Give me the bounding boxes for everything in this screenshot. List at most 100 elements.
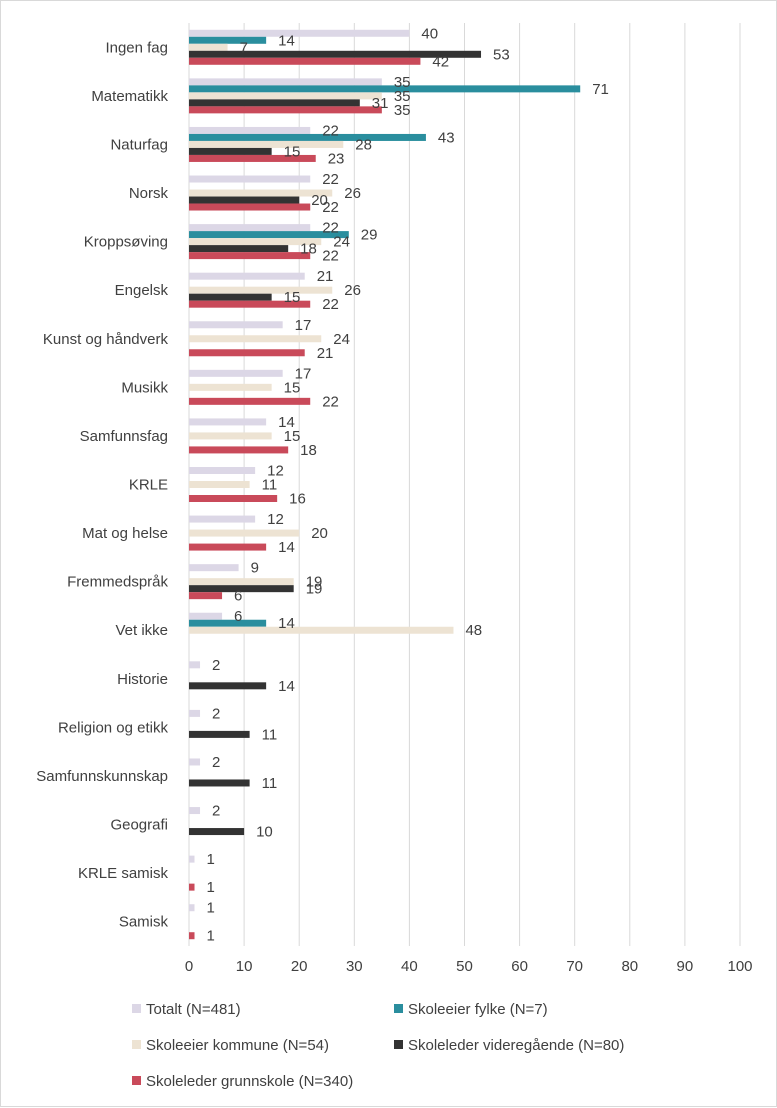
data-label: 35 — [394, 88, 411, 105]
category-label: Mat og helse — [82, 525, 168, 542]
data-label: 31 — [372, 95, 389, 112]
data-label: 35 — [394, 74, 411, 91]
bar — [189, 321, 283, 329]
bar — [189, 286, 333, 294]
category-label: Historie — [117, 671, 168, 688]
data-label: 2 — [212, 754, 220, 771]
category-label: Engelsk — [115, 282, 169, 299]
x-tick-100: 100 — [727, 958, 752, 975]
data-label: 14 — [278, 615, 295, 632]
legend-swatch — [394, 1004, 403, 1013]
data-label: 21 — [317, 268, 334, 285]
data-label: 9 — [251, 560, 259, 577]
x-tick-40: 40 — [401, 958, 418, 975]
bar — [189, 349, 305, 357]
bar — [189, 238, 322, 246]
data-label: 12 — [267, 463, 284, 480]
data-label: 11 — [262, 775, 278, 792]
data-label: 14 — [278, 414, 295, 431]
category-label: Vet ikke — [115, 622, 168, 639]
category-label: Samfunnskunnskap — [36, 768, 168, 785]
data-label: 71 — [592, 81, 609, 98]
bar — [189, 515, 256, 523]
x-tick-50: 50 — [456, 958, 473, 975]
bar — [189, 369, 283, 377]
bar — [189, 758, 201, 766]
bar — [189, 709, 201, 717]
bar — [189, 99, 360, 107]
x-tick-10: 10 — [236, 958, 253, 975]
data-label: 18 — [300, 241, 317, 258]
data-label: 22 — [322, 199, 339, 216]
bar — [189, 245, 289, 253]
bar — [189, 592, 223, 600]
bar — [189, 730, 250, 738]
bar — [189, 883, 195, 891]
bar — [189, 196, 300, 204]
data-label: 15 — [284, 289, 301, 306]
data-label: 11 — [262, 477, 278, 494]
data-label: 10 — [256, 824, 273, 841]
data-label: 29 — [361, 227, 378, 244]
legend-label: Totalt (N=481) — [146, 1001, 241, 1018]
data-label: 2 — [212, 705, 220, 722]
bar — [189, 36, 267, 44]
data-label: 24 — [333, 234, 350, 251]
data-label: 28 — [355, 136, 372, 153]
bar — [189, 175, 311, 183]
bar — [189, 612, 223, 620]
data-label: 20 — [311, 525, 328, 542]
data-label: 1 — [207, 900, 215, 917]
data-label: 14 — [278, 32, 295, 49]
bar — [189, 564, 239, 572]
bar — [189, 140, 344, 148]
category-label: Musikk — [121, 379, 168, 396]
bar — [189, 626, 454, 634]
data-label: 12 — [267, 511, 284, 528]
data-label: 42 — [432, 53, 449, 70]
data-label: 23 — [328, 150, 345, 167]
data-label: 22 — [322, 393, 339, 410]
legend-label: Skoleleder videregående (N=80) — [408, 1037, 624, 1054]
data-label: 24 — [333, 331, 350, 348]
bar — [189, 293, 272, 301]
bar — [189, 335, 322, 343]
data-label: 53 — [493, 46, 510, 63]
bar — [189, 57, 421, 65]
x-tick-30: 30 — [346, 958, 363, 975]
x-tick-20: 20 — [291, 958, 308, 975]
bar — [189, 126, 311, 134]
category-label: Kroppsøving — [84, 234, 168, 251]
legend-swatch — [132, 1004, 141, 1013]
data-label: 15 — [284, 143, 301, 160]
legend-label: Skoleleder grunnskole (N=340) — [146, 1073, 353, 1090]
bar — [189, 203, 311, 211]
data-label: 2 — [212, 657, 220, 674]
bar — [189, 106, 382, 114]
category-label: Matematikk — [91, 88, 168, 105]
bar — [189, 397, 311, 405]
bar — [189, 904, 195, 912]
data-label: 17 — [295, 317, 312, 334]
x-tick-80: 80 — [621, 958, 638, 975]
data-label: 15 — [284, 379, 301, 396]
data-label: 1 — [207, 851, 215, 868]
data-label: 18 — [300, 442, 317, 459]
data-label: 1 — [207, 879, 215, 896]
data-label: 35 — [394, 102, 411, 119]
data-label: 20 — [311, 192, 328, 209]
bar — [189, 432, 272, 440]
bar — [189, 272, 305, 280]
bar — [189, 481, 250, 488]
bar — [189, 252, 311, 260]
x-tick-0: 0 — [185, 958, 193, 975]
category-label: Norsk — [129, 185, 169, 202]
legend-swatch — [132, 1076, 141, 1085]
bar — [189, 932, 195, 940]
bar — [189, 85, 581, 93]
x-tick-60: 60 — [511, 958, 528, 975]
bar — [189, 828, 245, 836]
data-label: 17 — [295, 365, 312, 382]
category-label: Naturfag — [110, 136, 168, 153]
